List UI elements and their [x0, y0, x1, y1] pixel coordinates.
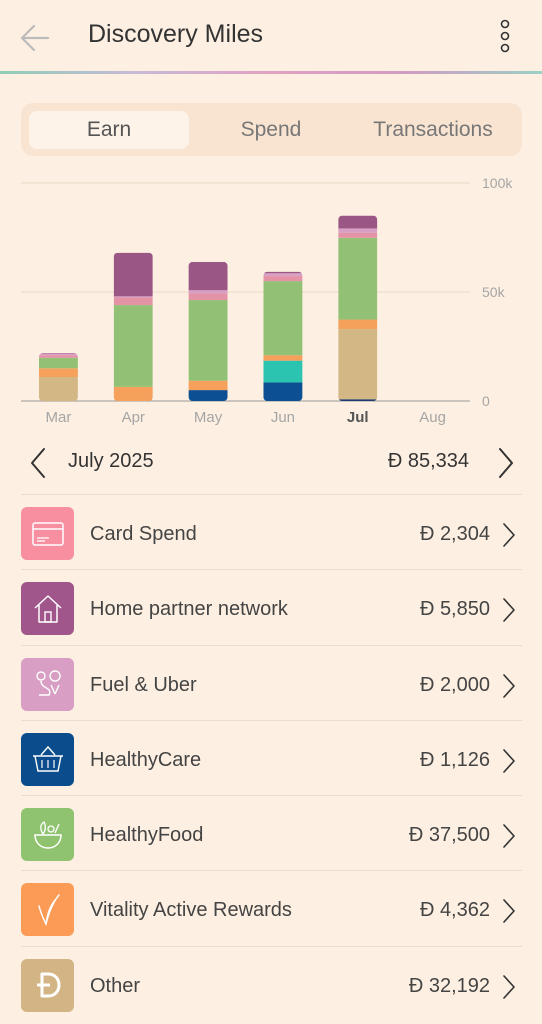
- chevron-right-icon: [503, 749, 515, 773]
- chevron-left-icon: [31, 448, 45, 478]
- bar-segment: [338, 228, 378, 233]
- back-button[interactable]: [14, 18, 58, 58]
- bar-segment: [338, 237, 378, 320]
- month-navigator: July 2025 Ð 85,334: [20, 435, 522, 491]
- bar-jul[interactable]: [338, 215, 378, 401]
- category-row-healthyfood[interactable]: HealthyFood Ð 37,500: [21, 795, 522, 870]
- x-tick-label[interactable]: Jul: [347, 409, 369, 426]
- food-bowl-icon: [21, 808, 74, 862]
- month-label: July 2025: [68, 450, 154, 472]
- category-row-home-partner-network[interactable]: Home partner network Ð 5,850: [21, 569, 522, 644]
- bar-segment: [38, 357, 78, 369]
- bar-segment: [263, 281, 303, 356]
- bar-segment: [113, 296, 153, 298]
- chevron-right-icon: [503, 899, 515, 924]
- previous-month-button[interactable]: [24, 443, 54, 483]
- category-value: Ð 32,192: [408, 974, 490, 997]
- tab-earn[interactable]: Earn: [29, 111, 189, 149]
- category-value: Ð 37,500: [408, 824, 490, 847]
- category-row-other[interactable]: Other Ð 32,192: [21, 945, 522, 1021]
- category-label: HealthyCare: [90, 748, 202, 771]
- y-tick-label: 50k: [482, 284, 506, 300]
- category-value: Ð 4,362: [419, 899, 490, 922]
- category-label: Fuel & Uber: [90, 673, 197, 696]
- bar-segment: [338, 232, 378, 238]
- vitality-icon: [21, 883, 74, 937]
- category-value: Ð 1,126: [419, 748, 490, 771]
- bar-segment: [113, 297, 153, 306]
- chevron-right-icon: [503, 824, 515, 848]
- bar-segment: [263, 273, 303, 277]
- category-row-fuel-uber[interactable]: Fuel & Uber Ð 2,000: [21, 644, 522, 720]
- card-icon: [21, 507, 74, 560]
- segmented-tabs: Earn Spend Transactions: [21, 103, 522, 156]
- y-tick-label: 100k: [482, 175, 513, 191]
- bar-segment: [263, 271, 303, 274]
- page-title: Discovery Miles: [88, 20, 264, 48]
- bar-segment: [113, 252, 153, 297]
- bar-apr[interactable]: [113, 252, 153, 401]
- arrow-left-icon: [20, 24, 50, 52]
- x-tick-label[interactable]: Aug: [419, 409, 446, 426]
- bar-segment: [263, 355, 303, 361]
- next-month-button[interactable]: [490, 443, 520, 483]
- app-bar: Discovery Miles: [0, 0, 542, 72]
- tab-spend[interactable]: Spend: [240, 118, 302, 141]
- x-tick-label[interactable]: Mar: [45, 409, 71, 426]
- bar-jun[interactable]: [263, 271, 303, 401]
- x-tick-label[interactable]: Jun: [271, 409, 295, 426]
- bar-segment: [188, 290, 228, 294]
- category-label: Home partner network: [90, 598, 288, 621]
- bar-mar[interactable]: [38, 353, 78, 401]
- bar-segment: [188, 300, 228, 381]
- bar-segment: [188, 380, 228, 391]
- bar-segment: [188, 390, 228, 401]
- bar-segment: [38, 377, 78, 401]
- x-tick-label[interactable]: May: [194, 409, 223, 426]
- more-options-button[interactable]: [490, 16, 520, 58]
- category-label: Vitality Active Rewards: [90, 899, 292, 922]
- tab-transactions[interactable]: Transactions: [373, 118, 493, 141]
- chevron-right-icon: [503, 974, 515, 999]
- bar-segment: [188, 261, 228, 291]
- bar-segment: [188, 293, 228, 301]
- bar-segment: [38, 355, 78, 358]
- x-tick-label[interactable]: Apr: [122, 409, 145, 426]
- bar-segment: [38, 353, 78, 356]
- bar-segment: [338, 329, 378, 400]
- category-label: Card Spend: [90, 523, 197, 545]
- bar-segment: [113, 305, 153, 387]
- category-label: HealthyFood: [90, 824, 204, 847]
- month-total: Ð 85,334: [387, 450, 469, 472]
- category-row-card-spend[interactable]: Card Spend Ð 2,304: [21, 494, 522, 569]
- bar-segment: [38, 368, 78, 378]
- header-divider: [0, 71, 542, 74]
- bar-segment: [338, 215, 378, 229]
- bar-segment: [263, 276, 303, 282]
- earn-bar-chart: 100k 50k 0 Mar Apr May Jun Jul Aug: [21, 175, 513, 426]
- bar-segment: [263, 382, 303, 401]
- category-value: Ð 2,304: [419, 523, 490, 545]
- basket-icon: [21, 732, 74, 786]
- chevron-right-icon: [503, 523, 515, 547]
- discovery-miles-icon: [21, 958, 74, 1012]
- more-vertical-icon: [500, 19, 510, 53]
- bar-segment: [338, 319, 378, 330]
- y-tick-label: 0: [482, 393, 490, 409]
- chevron-right-icon: [503, 673, 515, 698]
- category-row-healthycare[interactable]: HealthyCare Ð 1,126: [21, 719, 522, 795]
- route-pin-icon: [21, 657, 74, 711]
- earn-category-list: Card Spend Ð 2,304 Home partner network …: [21, 494, 522, 1021]
- bar-segment: [113, 386, 153, 401]
- category-value: Ð 5,850: [419, 598, 490, 621]
- category-value: Ð 2,000: [419, 673, 490, 696]
- bar-segment: [263, 360, 303, 383]
- chevron-right-icon: [499, 448, 513, 478]
- chevron-right-icon: [503, 598, 515, 623]
- bar-segment: [338, 399, 378, 401]
- category-label: Other: [90, 974, 141, 997]
- home-icon: [21, 582, 74, 636]
- bar-may[interactable]: [188, 261, 228, 401]
- category-row-vitality-active-rewards[interactable]: Vitality Active Rewards Ð 4,362: [21, 870, 522, 945]
